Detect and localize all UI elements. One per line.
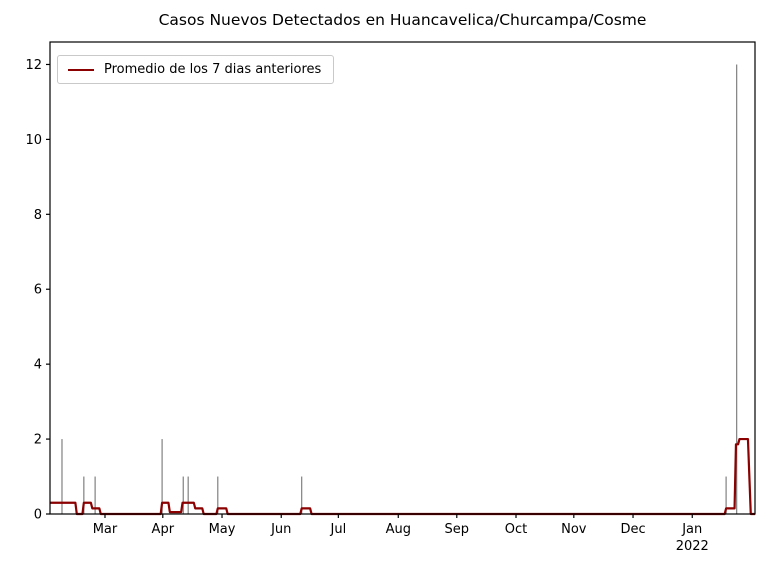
y-tick-label: 8 — [34, 208, 42, 223]
plot-box — [49, 41, 756, 515]
x-tick-label: Aug — [386, 522, 411, 537]
x-axis-year-label: 2022 — [676, 539, 709, 554]
x-tick-label: Apr — [152, 522, 175, 537]
y-tick-label: 6 — [34, 283, 42, 298]
x-tick-label: Jan — [681, 522, 702, 537]
avg-line-series — [50, 437, 755, 516]
y-tick-label: 4 — [34, 358, 42, 373]
x-tick-label: Jun — [270, 522, 291, 537]
x-tick-label: Nov — [561, 522, 587, 537]
x-tick-label: Oct — [505, 522, 527, 537]
x-tick-label: Sep — [445, 522, 470, 537]
legend: Promedio de los 7 dias anteriores — [57, 55, 335, 84]
y-tick-label: 12 — [25, 58, 42, 73]
legend-label: Promedio de los 7 dias anteriores — [104, 62, 322, 77]
y-tick-label: 10 — [25, 133, 42, 148]
y-tick-label: 2 — [34, 433, 42, 448]
x-tick-label: Jul — [330, 522, 347, 537]
legend-line-sample-icon — [68, 68, 94, 71]
y-tick-label: 0 — [34, 508, 42, 523]
x-tick-label: Mar — [93, 522, 118, 537]
x-tick-label: Dec — [620, 522, 645, 537]
x-tick-label: May — [209, 522, 236, 537]
chart-title: Casos Nuevos Detectados en Huancavelica/… — [158, 11, 647, 29]
